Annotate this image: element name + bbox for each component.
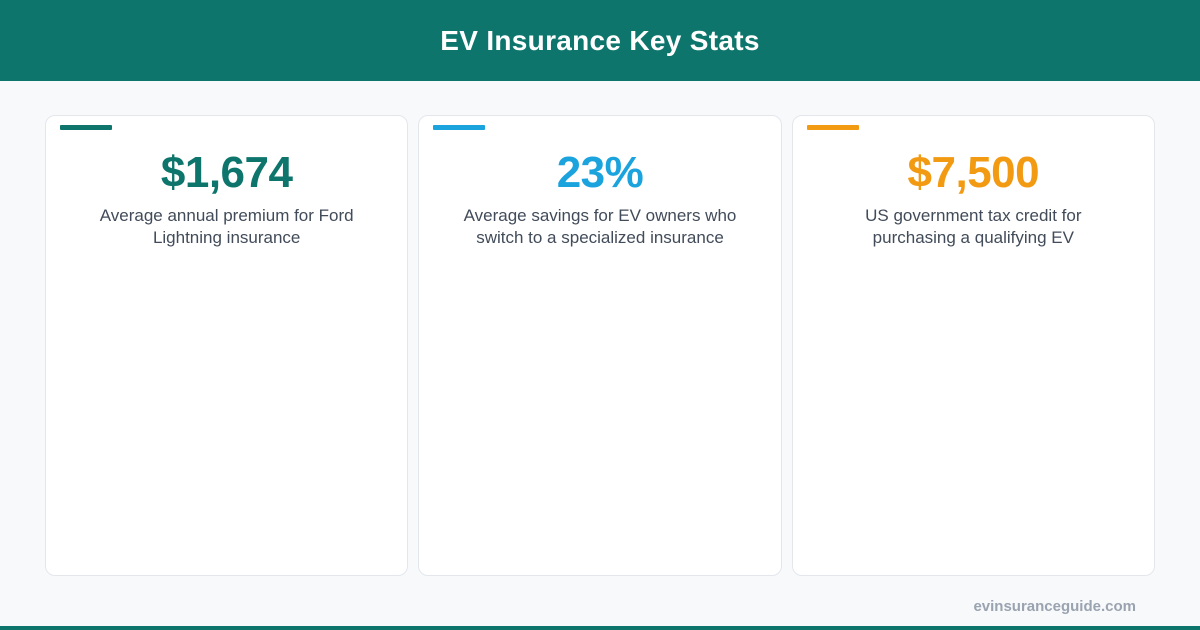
site-url: evinsuranceguide.com <box>973 598 1136 615</box>
stat-value: $7,500 <box>907 148 1040 197</box>
card-accent-bar <box>433 125 486 130</box>
stat-card-tax-credit: $7,500 US government tax credit for purc… <box>791 115 1155 576</box>
stat-cards: $1,674 Average annual premium for Ford L… <box>45 115 1155 576</box>
stat-description: US government tax credit for purchasing … <box>865 206 1082 247</box>
page-title: EV Insurance Key Stats <box>440 24 760 56</box>
stat-card-premium: $1,674 Average annual premium for Ford L… <box>45 115 409 576</box>
footer-bar <box>0 626 1200 630</box>
card-accent-bar <box>806 125 859 130</box>
stat-card-savings: 23% Average savings for EV owners who sw… <box>418 115 782 576</box>
stat-description: Average savings for EV owners who switch… <box>463 206 737 247</box>
stat-value: 23% <box>556 148 644 197</box>
card-accent-bar <box>60 125 112 130</box>
header-banner: EV Insurance Key Stats <box>0 0 1200 81</box>
stat-description: Average annual premium for Ford Lightnin… <box>99 206 354 247</box>
stat-value: $1,674 <box>160 148 293 197</box>
